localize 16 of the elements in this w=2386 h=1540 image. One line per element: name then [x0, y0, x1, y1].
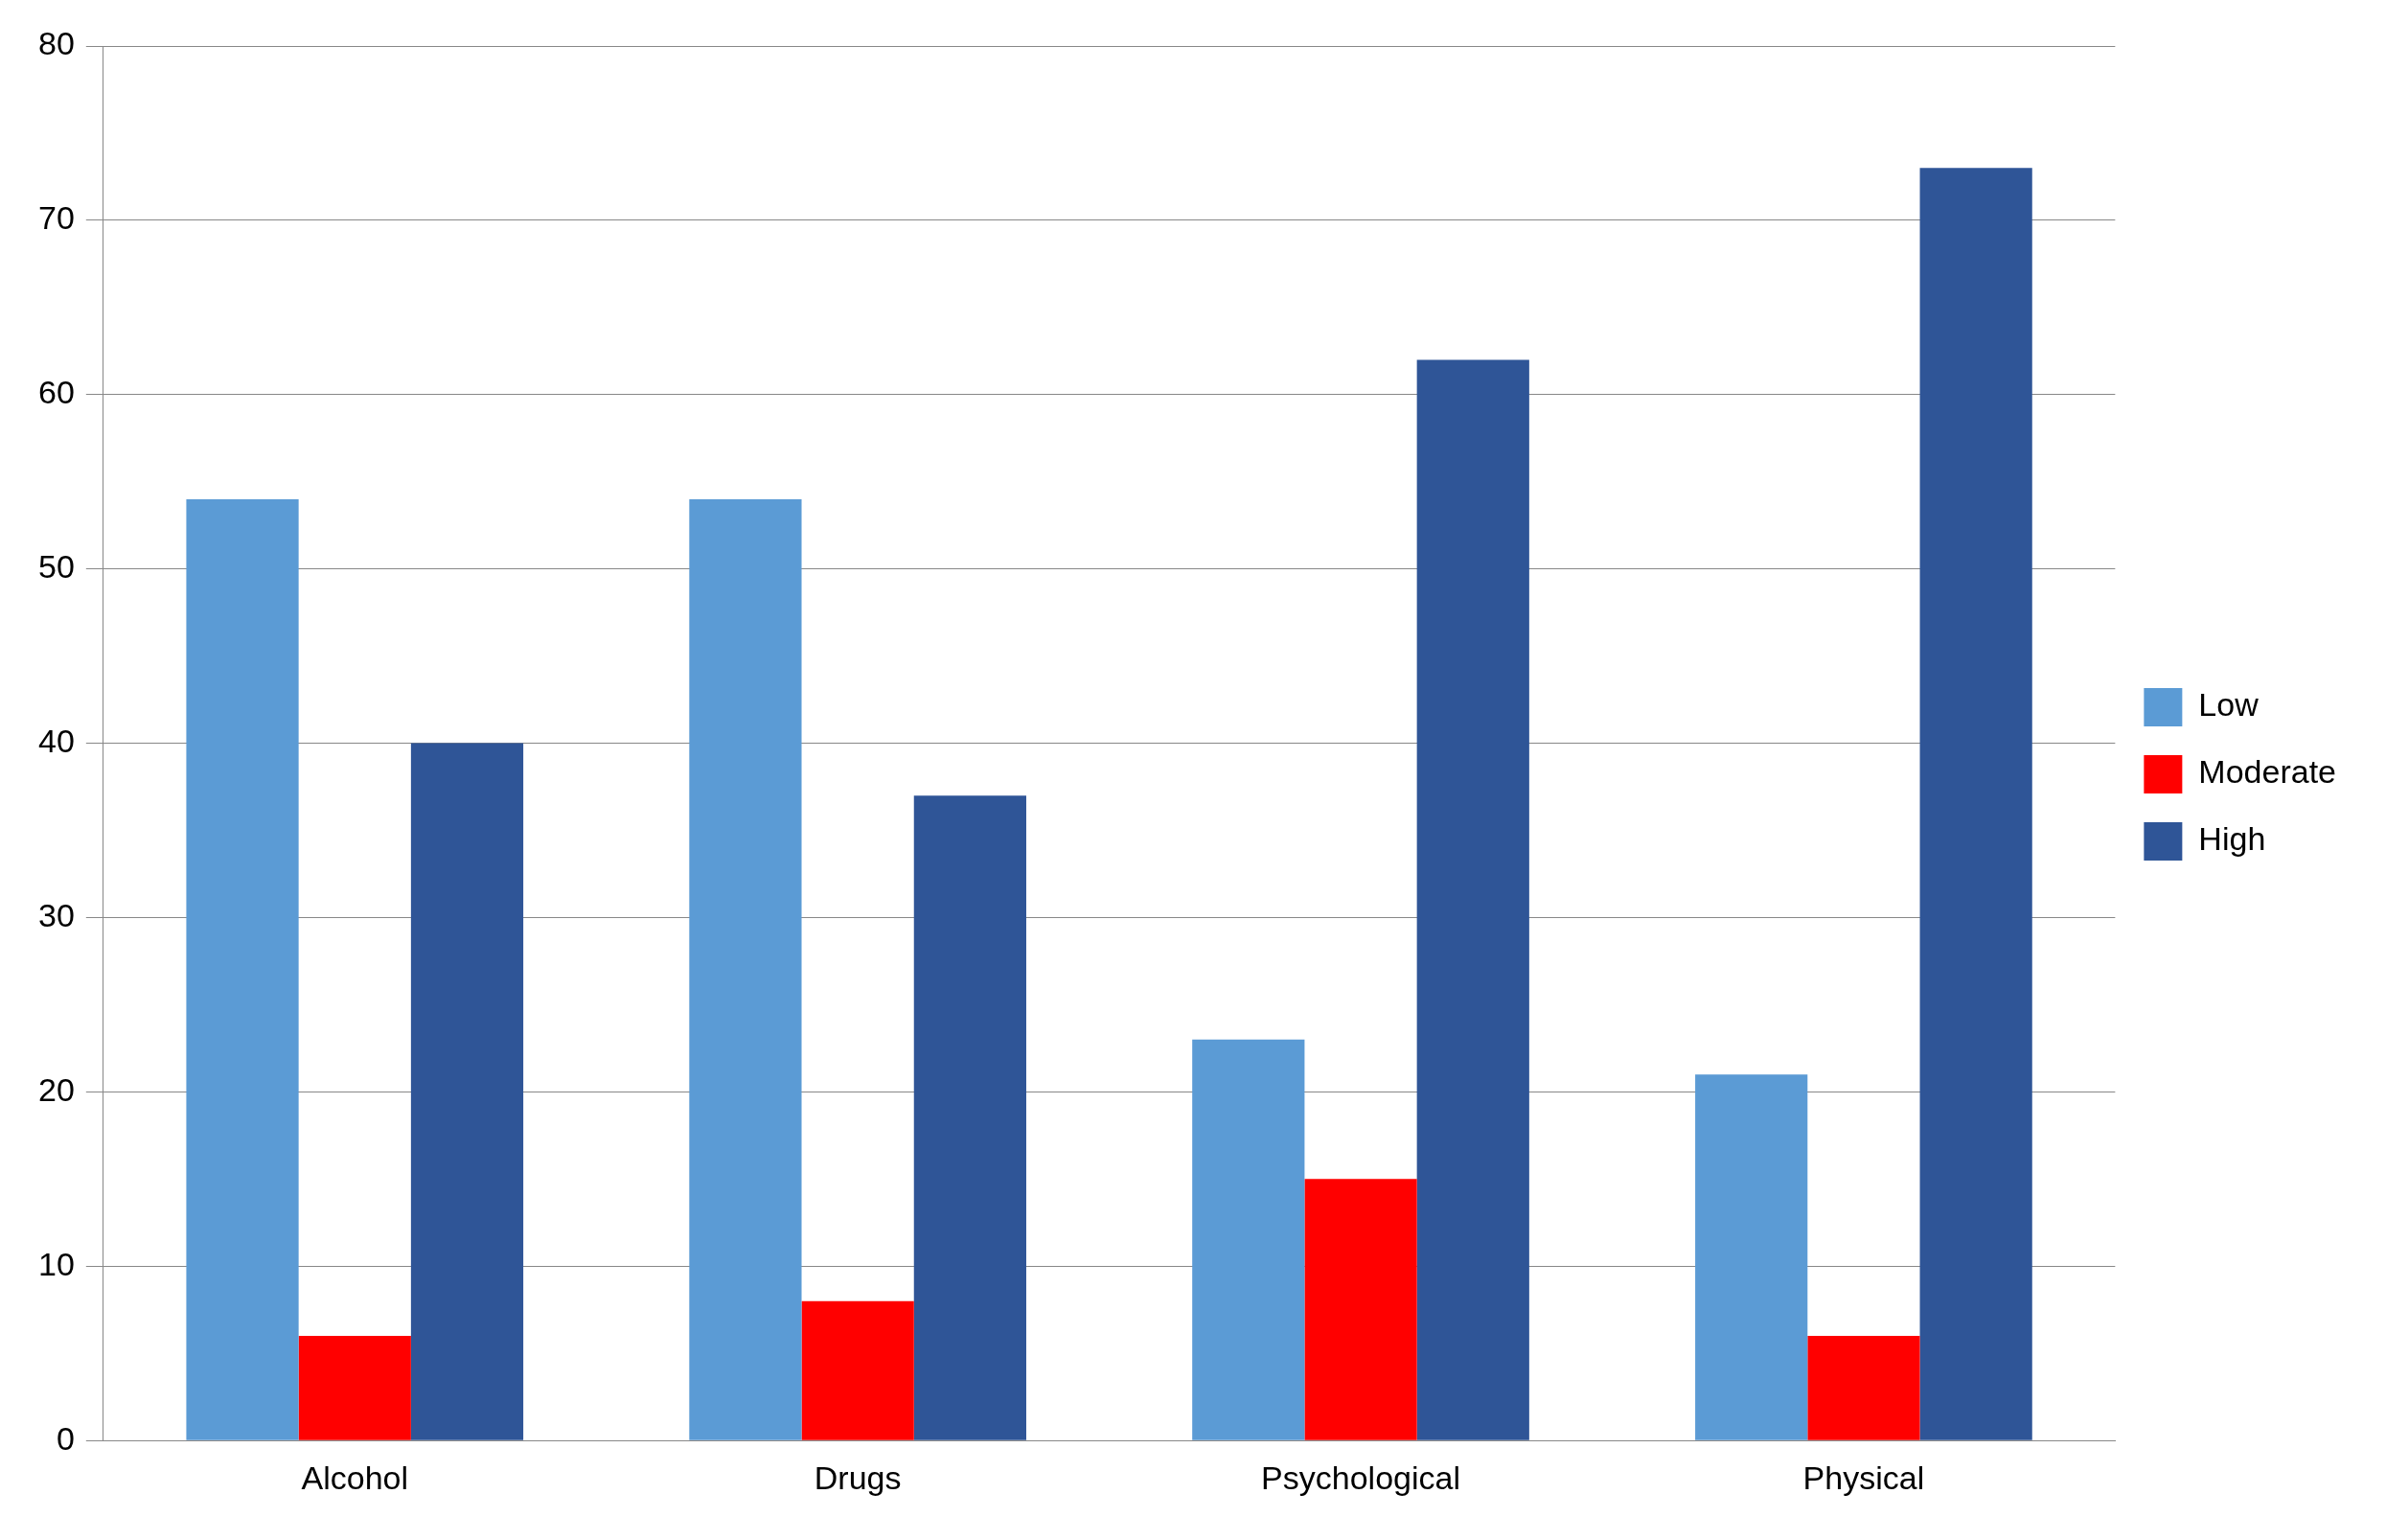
- y-tick-label: 30: [37, 896, 75, 933]
- y-tick-label: 10: [37, 1245, 75, 1282]
- y-tick-label: 60: [37, 374, 75, 411]
- x-tick-label: Psychological: [1261, 1459, 1460, 1496]
- x-tick-label: Drugs: [814, 1459, 902, 1496]
- x-tick-label: Physical: [1802, 1459, 1925, 1496]
- legend-label: Low: [2198, 686, 2260, 724]
- y-tick-label: 0: [56, 1419, 75, 1457]
- y-tick-label: 70: [37, 199, 75, 237]
- y-tick-label: 40: [37, 722, 75, 759]
- x-tick-label: Alcohol: [301, 1459, 409, 1496]
- legend-label: Moderate: [2198, 753, 2336, 791]
- y-tick-label: 80: [37, 25, 75, 62]
- legend-label: High: [2198, 820, 2266, 858]
- y-tick-label: 20: [37, 1070, 75, 1108]
- y-tick-label: 50: [37, 548, 75, 586]
